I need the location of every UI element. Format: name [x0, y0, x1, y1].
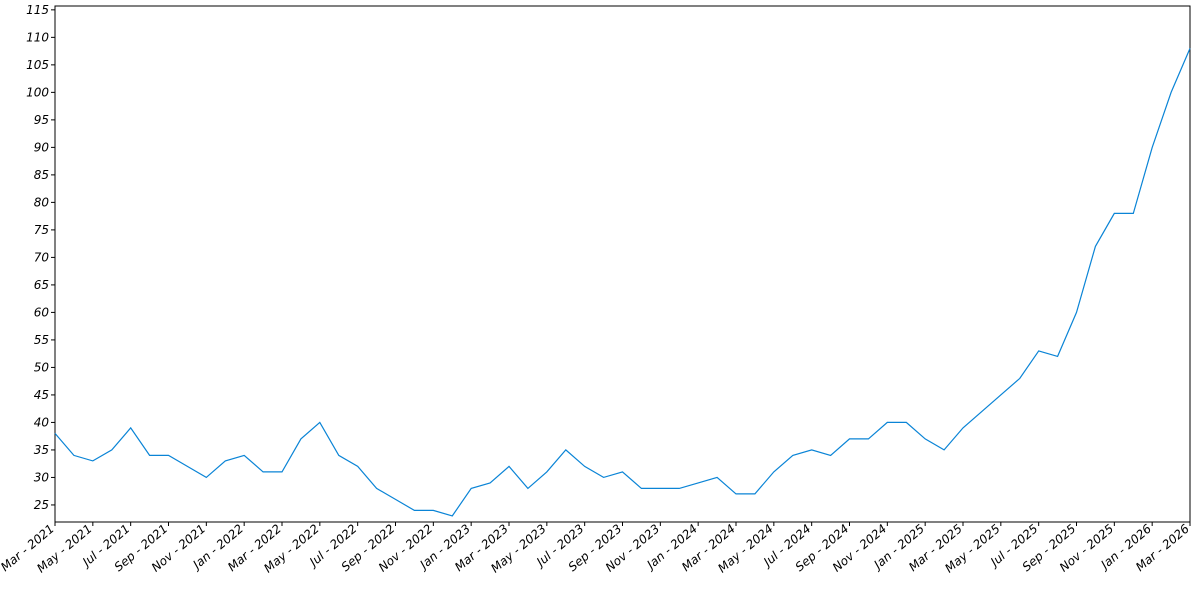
y-tick-label: 85 [34, 168, 49, 182]
y-tick-label: 60 [34, 305, 50, 319]
y-tick-label: 80 [34, 195, 50, 209]
y-tick-label: 110 [26, 30, 49, 44]
y-tick-label: 100 [26, 85, 49, 99]
y-tick-label: 90 [34, 140, 50, 154]
y-tick-label: 105 [26, 58, 49, 72]
y-tick-label: 50 [34, 360, 50, 374]
y-tick-label: 40 [34, 415, 50, 429]
y-tick-label: 55 [34, 333, 49, 347]
y-tick-label: 95 [34, 113, 49, 127]
y-tick-label: 30 [34, 470, 50, 484]
price-line [54, 48, 1191, 517]
y-tick-label: 70 [34, 250, 50, 264]
y-tick-label: 65 [34, 278, 49, 292]
y-tick-label: 75 [34, 223, 49, 237]
y-tick-label: 115 [26, 3, 49, 17]
plot-frame [54, 5, 1191, 523]
y-tick-label: 45 [34, 388, 49, 402]
y-tick-label: 25 [34, 498, 49, 512]
y-tick-label: 35 [34, 443, 49, 457]
